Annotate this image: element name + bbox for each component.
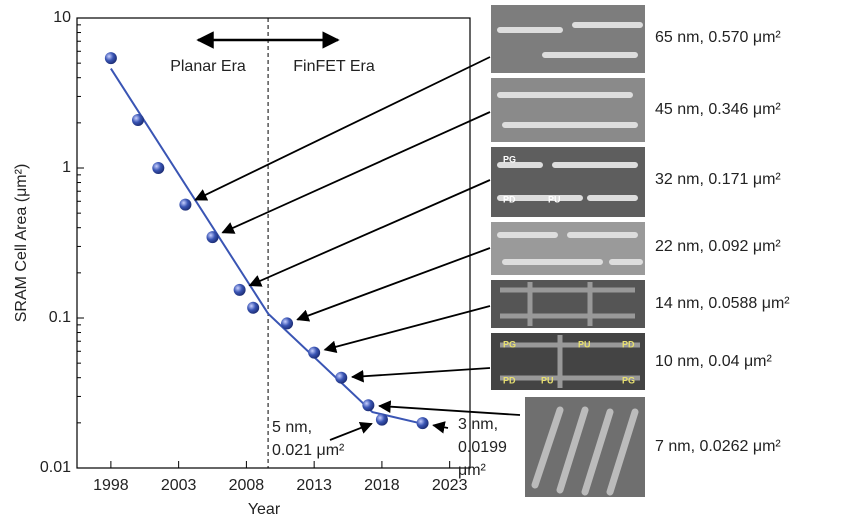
callout-arrow: [297, 248, 490, 320]
image-tag: PU: [548, 194, 561, 204]
y-tick-label: 0.1: [49, 309, 71, 326]
node-label: 10 nm, 0.04 μm²: [655, 353, 772, 370]
y-tick-label: 0.01: [40, 459, 71, 476]
data-point: [105, 52, 117, 64]
x-tick-label: 2018: [364, 477, 400, 494]
callout-arrow: [250, 180, 490, 285]
annotation: FinFET Era: [293, 58, 375, 75]
x-tick-label: 2003: [161, 477, 197, 494]
node-label: 14 nm, 0.0588 μm²: [655, 295, 790, 312]
annotation: Planar Era: [170, 58, 246, 75]
node-label: 65 nm, 0.570 μm²: [655, 29, 781, 46]
point-label: μm²: [458, 462, 487, 479]
x-tick-label: 2013: [296, 477, 332, 494]
point-label: 0.0199: [458, 439, 507, 456]
callout-arrow: [379, 406, 520, 415]
callout-arrow: [352, 368, 490, 377]
data-point: [179, 199, 191, 211]
image-tag: PG: [503, 154, 516, 164]
node-label: 45 nm, 0.346 μm²: [655, 101, 781, 118]
callout-arrow: [433, 425, 448, 428]
data-point: [308, 347, 320, 359]
fit-line: [111, 69, 423, 424]
callout-arrow: [330, 424, 372, 440]
y-axis-label: SRAM Cell Area (μm²): [13, 164, 30, 323]
callout-arrow: [223, 112, 490, 233]
point-label: 3 nm,: [458, 416, 498, 433]
micrographs: [491, 5, 645, 497]
image-tag: PG: [622, 375, 635, 385]
x-tick-label: 2008: [229, 477, 265, 494]
data-point: [234, 284, 246, 296]
point-label: 0.021 μm²: [272, 442, 345, 459]
data-point: [132, 114, 144, 126]
data-point: [152, 162, 164, 174]
image-tag: PD: [503, 375, 516, 385]
node-label: 32 nm, 0.171 μm²: [655, 171, 781, 188]
x-tick-label: 1998: [93, 477, 129, 494]
node-label: 7 nm, 0.0262 μm²: [655, 438, 781, 455]
y-tick-label: 1: [62, 159, 71, 176]
image-tag: PD: [622, 339, 635, 349]
data-point: [281, 317, 293, 329]
point-label: 5 nm,: [272, 419, 312, 436]
image-tag: PU: [541, 375, 554, 385]
data-point: [335, 372, 347, 384]
data-point: [417, 417, 429, 429]
y-tick-label: 10: [53, 9, 71, 26]
x-axis-label: Year: [248, 501, 281, 518]
data-point: [376, 414, 388, 426]
image-tag: PU: [578, 339, 591, 349]
x-tick-label: 2023: [432, 477, 468, 494]
node-label: 22 nm, 0.092 μm²: [655, 238, 781, 255]
chart: Planar Era FinFET Era Year Year SRAM Cel…: [0, 0, 851, 519]
data-point: [362, 399, 374, 411]
data-point: [207, 231, 219, 243]
callout-arrow: [325, 306, 490, 350]
data-point: [247, 302, 259, 314]
image-tag: PD: [503, 194, 516, 204]
plot-frame: [77, 18, 470, 468]
image-tag: PG: [503, 339, 516, 349]
